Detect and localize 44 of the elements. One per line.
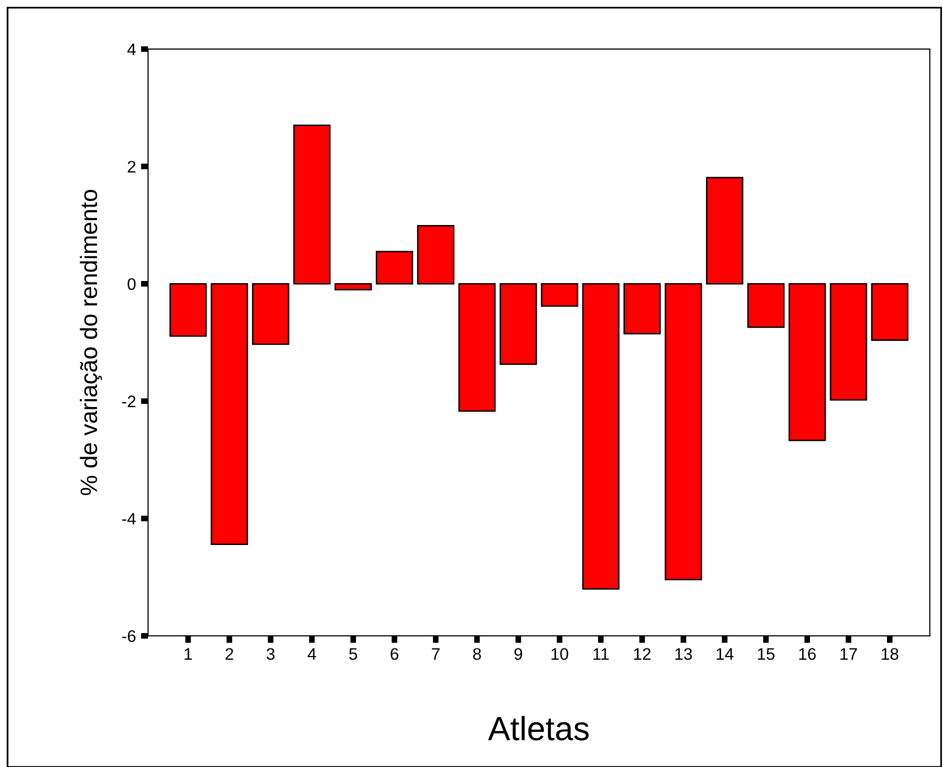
bar xyxy=(540,283,578,307)
x-tick-label: 16 xyxy=(799,648,816,660)
bar xyxy=(417,225,454,284)
x-tick-label: 1 xyxy=(184,648,192,660)
bar xyxy=(706,176,744,284)
y-tick-label: -4 xyxy=(122,513,136,525)
bar xyxy=(252,283,290,345)
bar xyxy=(582,283,620,590)
y-tick-label: -2 xyxy=(122,396,136,408)
y-tick-label: 2 xyxy=(128,160,136,172)
bar xyxy=(169,283,207,337)
bar xyxy=(830,283,868,401)
x-tick-label: 15 xyxy=(758,648,775,660)
x-tick-label: 4 xyxy=(308,648,316,660)
y-axis-title: % de variação do rendimento xyxy=(80,190,102,496)
x-tick-label: 13 xyxy=(675,648,692,660)
bar xyxy=(293,124,331,284)
x-tick-label: 14 xyxy=(716,648,734,660)
bar xyxy=(334,283,372,290)
y-tick-label: 4 xyxy=(127,44,136,56)
x-tick-label: 5 xyxy=(349,648,358,660)
bar xyxy=(376,250,414,284)
x-tick-label: 9 xyxy=(514,648,522,660)
y-tick-label: -6 xyxy=(122,630,136,642)
x-tick-label: 11 xyxy=(593,648,609,660)
x-tick-label: 18 xyxy=(882,648,898,660)
x-tick-label: 7 xyxy=(432,648,440,660)
bar xyxy=(623,283,661,334)
x-tick-label: 8 xyxy=(473,648,481,660)
x-axis-title: Atletas xyxy=(488,716,589,740)
x-tick-label: 2 xyxy=(226,648,234,660)
bar xyxy=(747,283,785,328)
y-tick-label: 0 xyxy=(128,278,136,290)
x-tick-label: 6 xyxy=(390,648,398,660)
x-tick-label: 17 xyxy=(840,648,857,660)
bar xyxy=(871,283,908,341)
bar xyxy=(210,283,248,546)
bar xyxy=(458,283,496,412)
bar xyxy=(788,283,826,442)
x-tick-label: 3 xyxy=(266,648,275,660)
bar xyxy=(664,283,702,580)
x-tick-label: 10 xyxy=(552,648,568,660)
bar xyxy=(500,283,537,365)
x-tick-label: 12 xyxy=(634,648,651,660)
